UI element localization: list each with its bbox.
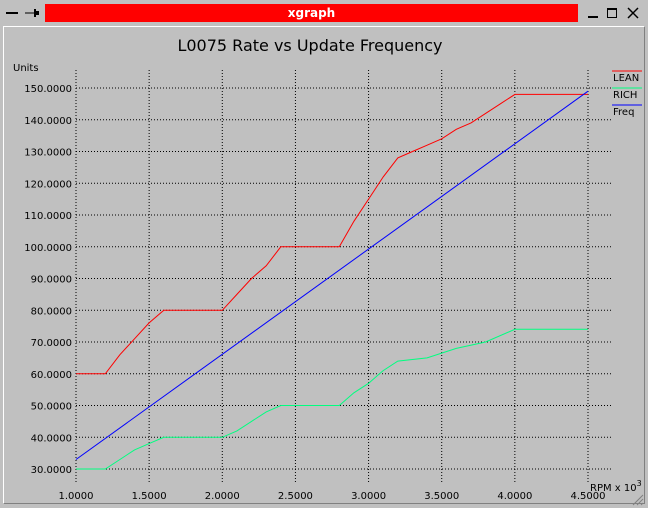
x-tick-label: 3.0000	[351, 491, 386, 502]
x-tick-label: 2.5000	[278, 491, 313, 502]
x-axis-label-exponent: 3	[637, 479, 642, 488]
y-tick-label: 140.0000	[24, 116, 72, 127]
y-axis-label: Units	[13, 63, 39, 74]
legend-label: LEAN	[613, 73, 639, 84]
y-tick-label: 40.0000	[31, 433, 72, 444]
x-tick-label: 3.5000	[424, 491, 459, 502]
y-tick-label: 70.0000	[31, 338, 72, 349]
y-tick-label: 110.0000	[24, 211, 72, 222]
legend: LEAN RICH Freq	[612, 70, 642, 118]
x-tick-label: 4.5000	[571, 491, 606, 502]
y-tick-label: 150.0000	[24, 84, 72, 95]
resize-grip-icon[interactable]	[632, 494, 644, 506]
window-title[interactable]: xgraph	[45, 4, 578, 22]
y-tick-label: 90.0000	[31, 275, 72, 286]
x-axis-label: RPM x 103	[590, 479, 642, 494]
minimize-icon[interactable]	[586, 4, 600, 22]
title-bar[interactable]: xgraph	[0, 0, 648, 26]
series-line-freq	[75, 90, 589, 460]
window-frame	[3, 26, 645, 504]
chart-title: L0075 Rate vs Update Frequency	[177, 36, 442, 55]
window-menu-icon[interactable]	[5, 4, 19, 22]
pin-icon[interactable]	[24, 4, 40, 22]
x-axis-label-text: RPM x 10	[590, 483, 637, 494]
x-tick-label: 2.0000	[205, 491, 240, 502]
series	[75, 90, 589, 470]
y-tick-label: 30.0000	[31, 465, 72, 476]
y-tick-label: 100.0000	[24, 243, 72, 254]
close-icon[interactable]	[626, 4, 640, 22]
x-tick-label: 1.5000	[132, 491, 167, 502]
maximize-icon[interactable]	[605, 4, 619, 22]
y-tick-label: 50.0000	[31, 402, 72, 413]
x-tick-label: 1.0000	[59, 491, 94, 502]
y-tick-label: 130.0000	[24, 148, 72, 159]
series-line-rich	[76, 328, 588, 470]
series-line-lean	[76, 93, 588, 375]
grid	[75, 70, 612, 483]
y-tick-label: 60.0000	[31, 370, 72, 381]
legend-label: RICH	[613, 90, 637, 101]
y-tick-label: 80.0000	[31, 306, 72, 317]
x-tick-label: 4.0000	[497, 491, 532, 502]
legend-label: Freq	[613, 107, 634, 118]
y-tick-label: 120.0000	[24, 179, 72, 190]
tick-labels: 1.0000 1.5000 2.0000 2.5000 3.0000 3.5000 4.00…	[24, 84, 605, 502]
